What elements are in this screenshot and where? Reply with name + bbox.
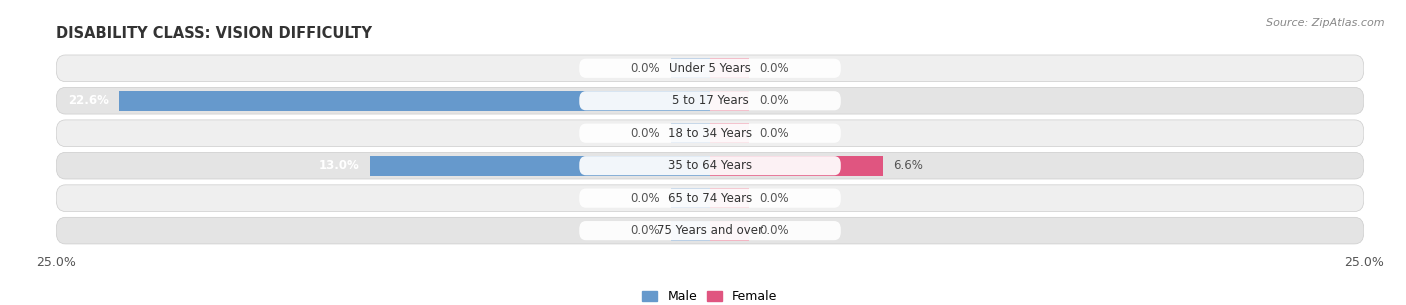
Text: 0.0%: 0.0% xyxy=(759,94,789,107)
FancyBboxPatch shape xyxy=(56,120,1364,146)
Bar xyxy=(370,156,710,176)
Text: DISABILITY CLASS: VISION DIFFICULTY: DISABILITY CLASS: VISION DIFFICULTY xyxy=(56,26,373,41)
Text: 22.6%: 22.6% xyxy=(67,94,108,107)
Text: 5 to 17 Years: 5 to 17 Years xyxy=(672,94,748,107)
Text: 0.0%: 0.0% xyxy=(631,192,661,205)
Bar xyxy=(710,221,749,241)
FancyBboxPatch shape xyxy=(56,185,1364,211)
FancyBboxPatch shape xyxy=(579,124,841,143)
Text: 0.0%: 0.0% xyxy=(759,127,789,140)
Text: Source: ZipAtlas.com: Source: ZipAtlas.com xyxy=(1267,18,1385,28)
FancyBboxPatch shape xyxy=(56,55,1364,82)
Text: 18 to 34 Years: 18 to 34 Years xyxy=(668,127,752,140)
Text: 35 to 64 Years: 35 to 64 Years xyxy=(668,159,752,172)
Bar xyxy=(710,156,883,176)
Text: 0.0%: 0.0% xyxy=(759,62,789,75)
Text: 65 to 74 Years: 65 to 74 Years xyxy=(668,192,752,205)
FancyBboxPatch shape xyxy=(56,217,1364,244)
Bar xyxy=(671,58,710,78)
Text: 0.0%: 0.0% xyxy=(631,127,661,140)
Legend: Male, Female: Male, Female xyxy=(637,285,783,305)
Bar xyxy=(671,188,710,208)
FancyBboxPatch shape xyxy=(579,221,841,240)
Bar xyxy=(120,91,710,111)
FancyBboxPatch shape xyxy=(579,188,841,208)
Text: Under 5 Years: Under 5 Years xyxy=(669,62,751,75)
Bar xyxy=(710,58,749,78)
Text: 75 Years and over: 75 Years and over xyxy=(657,224,763,237)
FancyBboxPatch shape xyxy=(56,88,1364,114)
Text: 0.0%: 0.0% xyxy=(631,62,661,75)
Bar xyxy=(671,123,710,143)
FancyBboxPatch shape xyxy=(579,156,841,175)
Bar xyxy=(671,221,710,241)
Text: 0.0%: 0.0% xyxy=(759,224,789,237)
FancyBboxPatch shape xyxy=(579,59,841,78)
Text: 6.6%: 6.6% xyxy=(893,159,922,172)
Text: 13.0%: 13.0% xyxy=(319,159,360,172)
Bar xyxy=(710,123,749,143)
Bar xyxy=(710,91,749,111)
Bar xyxy=(710,188,749,208)
Text: 0.0%: 0.0% xyxy=(759,192,789,205)
FancyBboxPatch shape xyxy=(56,152,1364,179)
Text: 0.0%: 0.0% xyxy=(631,224,661,237)
FancyBboxPatch shape xyxy=(579,91,841,110)
